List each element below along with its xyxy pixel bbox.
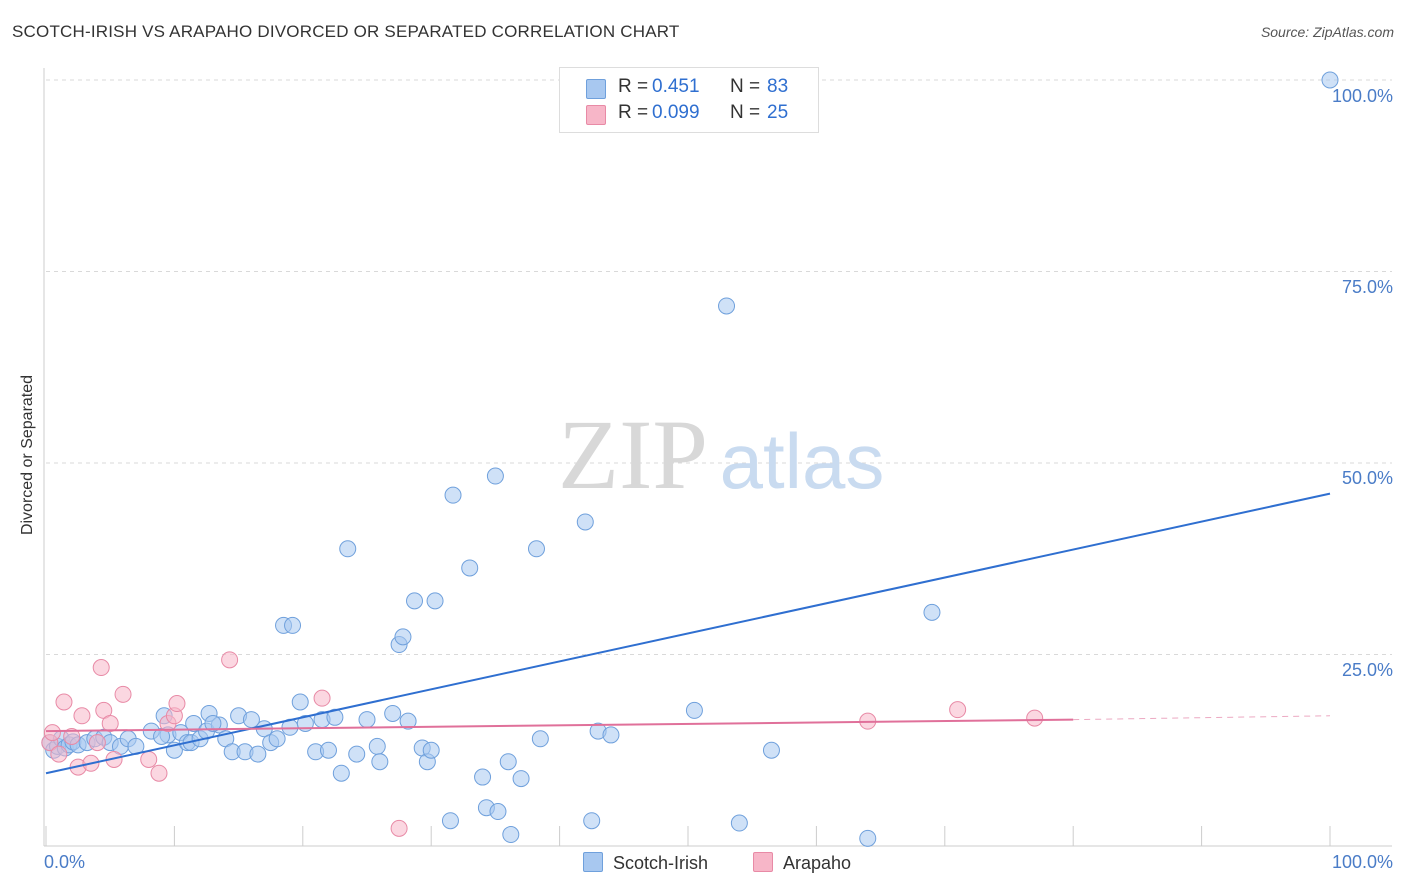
arapaho-point bbox=[88, 734, 106, 752]
legend-r-value: 0.099 bbox=[652, 102, 700, 123]
arapaho-point bbox=[949, 701, 967, 719]
arapaho-point bbox=[50, 745, 68, 763]
scotch-irish-point bbox=[339, 540, 357, 558]
scotch-irish-point bbox=[718, 297, 736, 315]
legend-n-value: 83 bbox=[767, 76, 789, 97]
arapaho-point bbox=[1026, 709, 1044, 727]
scotch-irish-point bbox=[489, 803, 507, 821]
scotch-irish-point bbox=[332, 764, 350, 782]
y-tick-100: 100.0% bbox=[1331, 86, 1393, 106]
legend-label-scotch-irish: Scotch-Irish bbox=[613, 853, 709, 873]
legend-n-label: N = bbox=[730, 76, 761, 97]
correlation-legend: R = 0.451 N = 83 R = 0.099 N = 25 bbox=[559, 67, 819, 133]
scotch-irish-point bbox=[531, 730, 549, 748]
scotch-irish-point bbox=[358, 711, 376, 729]
arapaho-point bbox=[221, 651, 239, 669]
scotch-irish-point bbox=[284, 616, 302, 634]
scotch-irish-point bbox=[371, 753, 389, 771]
legend-n-label: N = bbox=[730, 102, 761, 123]
legend-n-value: 25 bbox=[767, 102, 789, 123]
arapaho-point bbox=[313, 689, 331, 707]
scotch-irish-point bbox=[291, 693, 309, 711]
legend-swatch-pink bbox=[753, 852, 773, 872]
scotch-irish-point bbox=[576, 513, 594, 531]
arapaho-trend-extension bbox=[1073, 715, 1331, 721]
arapaho-point bbox=[43, 724, 61, 742]
legend-r-value: 0.451 bbox=[652, 76, 700, 97]
x-tick-0: 0.0% bbox=[44, 852, 86, 872]
scotch-irish-point bbox=[249, 745, 267, 763]
scotch-irish-point bbox=[406, 592, 424, 610]
bottom-legend-scotch-irish: Scotch-Irish bbox=[583, 852, 708, 874]
scotch-irish-point bbox=[685, 701, 703, 719]
legend-label-arapaho: Arapaho bbox=[783, 853, 852, 873]
arapaho-point bbox=[73, 707, 91, 725]
scotch-irish-point bbox=[368, 737, 386, 755]
scotch-irish-point bbox=[185, 714, 203, 732]
legend-swatch-blue bbox=[583, 852, 603, 872]
scotch-irish-point bbox=[394, 628, 412, 646]
arapaho-point bbox=[114, 685, 132, 703]
scotch-irish-point bbox=[399, 712, 417, 730]
scotch-irish-point bbox=[502, 826, 520, 844]
scotch-irish-trend-line bbox=[45, 492, 1331, 775]
arapaho-point bbox=[101, 714, 119, 732]
scotch-irish-point bbox=[268, 730, 286, 748]
scotch-irish-point bbox=[441, 812, 459, 830]
arapaho-trend-line bbox=[45, 718, 1074, 733]
x-tick-100: 100.0% bbox=[1331, 852, 1393, 872]
scotch-irish-point bbox=[348, 745, 366, 763]
scotch-irish-point bbox=[923, 603, 941, 621]
scotch-irish-point bbox=[1321, 71, 1339, 89]
legend-r-label: R = bbox=[618, 76, 649, 97]
chart-title: SCOTCH-IRISH VS ARAPAHO DIVORCED OR SEPA… bbox=[12, 22, 680, 41]
scotch-irish-point bbox=[762, 741, 780, 759]
scotch-irish-point bbox=[486, 467, 504, 485]
data-points bbox=[41, 71, 1339, 847]
source-label: Source: ZipAtlas.com bbox=[1260, 24, 1394, 40]
scotch-irish-point bbox=[730, 814, 748, 832]
y-tick-50: 50.0% bbox=[1341, 468, 1393, 488]
grid-lines bbox=[46, 79, 1392, 655]
scotch-irish-point bbox=[499, 753, 517, 771]
watermark-zip: ZIP bbox=[558, 399, 708, 510]
y-tick-25: 25.0% bbox=[1341, 660, 1393, 680]
scotch-irish-point bbox=[319, 741, 337, 759]
legend-swatch-blue bbox=[586, 79, 606, 99]
legend-r-label: R = bbox=[618, 102, 649, 123]
arapaho-point bbox=[168, 695, 186, 713]
watermark-atlas: atlas bbox=[720, 417, 885, 505]
y-tick-75: 75.0% bbox=[1341, 277, 1393, 297]
scotch-irish-point bbox=[602, 726, 620, 744]
scotch-irish-point bbox=[583, 812, 601, 830]
arapaho-point bbox=[63, 727, 81, 745]
scotch-irish-point bbox=[426, 592, 444, 610]
bottom-legend-arapaho: Arapaho bbox=[753, 852, 851, 874]
arapaho-point bbox=[55, 693, 73, 711]
scotch-irish-point bbox=[384, 704, 402, 722]
scotch-irish-point bbox=[527, 540, 545, 558]
scotch-irish-point bbox=[461, 559, 479, 577]
scotch-irish-point bbox=[422, 741, 440, 759]
arapaho-point bbox=[140, 750, 158, 768]
scotch-irish-point bbox=[512, 770, 530, 788]
watermark: ZIP atlas bbox=[558, 399, 884, 510]
axes bbox=[43, 68, 1392, 847]
scotch-irish-point bbox=[859, 829, 877, 847]
scotch-irish-point bbox=[204, 714, 222, 732]
trend-lines bbox=[45, 492, 1331, 775]
arapaho-point bbox=[92, 659, 110, 677]
arapaho-point bbox=[150, 764, 168, 782]
arapaho-point bbox=[390, 819, 408, 837]
scotch-irish-point bbox=[444, 486, 462, 504]
legend-swatch-pink bbox=[586, 105, 606, 125]
scotch-irish-point bbox=[474, 768, 492, 786]
